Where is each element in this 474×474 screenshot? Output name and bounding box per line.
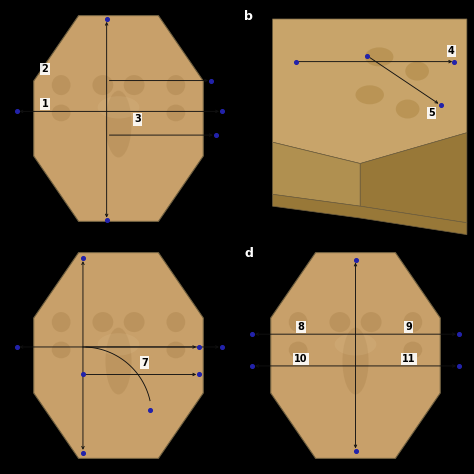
Point <box>79 449 87 456</box>
Point <box>292 58 300 65</box>
Text: 11: 11 <box>402 354 415 365</box>
Polygon shape <box>273 19 467 164</box>
Polygon shape <box>34 253 203 458</box>
Point <box>364 52 371 60</box>
Point <box>455 330 463 338</box>
Ellipse shape <box>365 47 393 66</box>
Ellipse shape <box>396 100 419 118</box>
Text: 4: 4 <box>448 46 455 56</box>
Text: 5: 5 <box>428 108 435 118</box>
Ellipse shape <box>52 75 71 95</box>
Ellipse shape <box>92 75 113 95</box>
Point <box>450 58 458 65</box>
Ellipse shape <box>166 75 185 95</box>
Ellipse shape <box>105 91 131 157</box>
Polygon shape <box>273 142 360 206</box>
Text: 7: 7 <box>141 357 148 368</box>
Point <box>218 108 226 115</box>
Point <box>195 343 203 351</box>
Point <box>352 447 359 455</box>
Text: 2: 2 <box>42 64 48 74</box>
Ellipse shape <box>166 105 185 121</box>
Polygon shape <box>271 253 440 458</box>
Text: 1: 1 <box>42 99 48 109</box>
Point <box>195 371 203 378</box>
Text: 9: 9 <box>405 322 412 332</box>
Ellipse shape <box>124 312 145 332</box>
Text: d: d <box>244 247 253 260</box>
Ellipse shape <box>329 312 350 332</box>
Ellipse shape <box>124 75 145 95</box>
Point <box>207 77 215 84</box>
Text: 8: 8 <box>298 322 304 332</box>
Polygon shape <box>273 194 467 235</box>
Point <box>437 101 445 109</box>
Point <box>103 217 110 224</box>
Point <box>103 15 110 23</box>
Ellipse shape <box>166 312 185 332</box>
Point <box>352 256 359 264</box>
Ellipse shape <box>52 312 71 332</box>
Ellipse shape <box>52 105 71 121</box>
Point <box>79 255 87 262</box>
Text: 10: 10 <box>294 354 308 365</box>
Point <box>79 371 87 378</box>
Point <box>13 108 20 115</box>
Point <box>248 330 256 338</box>
Text: b: b <box>244 10 253 23</box>
Ellipse shape <box>98 96 139 118</box>
Point <box>13 343 20 351</box>
Ellipse shape <box>98 333 139 356</box>
Ellipse shape <box>356 85 384 104</box>
Ellipse shape <box>405 62 429 81</box>
Polygon shape <box>34 16 203 221</box>
Ellipse shape <box>92 312 113 332</box>
Point <box>455 362 463 370</box>
Polygon shape <box>360 133 467 223</box>
Ellipse shape <box>335 333 376 356</box>
Text: 3: 3 <box>134 114 141 125</box>
Point <box>212 131 219 139</box>
Ellipse shape <box>166 342 185 358</box>
Ellipse shape <box>361 312 382 332</box>
Ellipse shape <box>403 342 422 358</box>
Ellipse shape <box>52 342 71 358</box>
Ellipse shape <box>289 312 308 332</box>
Ellipse shape <box>342 328 369 394</box>
Point <box>146 407 154 414</box>
Point <box>248 362 256 370</box>
Ellipse shape <box>289 342 308 358</box>
Point <box>218 343 226 351</box>
Ellipse shape <box>105 328 131 394</box>
Ellipse shape <box>403 312 422 332</box>
